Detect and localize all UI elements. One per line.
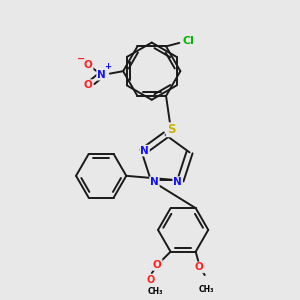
Text: N: N — [140, 146, 149, 156]
Text: S: S — [167, 123, 175, 136]
Text: N: N — [97, 70, 106, 80]
Text: Cl: Cl — [183, 36, 195, 46]
Text: O: O — [153, 260, 162, 270]
Text: O: O — [195, 262, 204, 272]
Text: +: + — [104, 62, 111, 71]
Text: O: O — [84, 60, 93, 70]
Text: O: O — [147, 274, 155, 285]
Text: N: N — [173, 177, 182, 187]
Text: −: − — [76, 54, 85, 64]
Text: CH₃: CH₃ — [148, 287, 163, 296]
Text: O: O — [84, 80, 93, 90]
Text: N: N — [150, 177, 159, 187]
Text: CH₃: CH₃ — [199, 285, 214, 294]
